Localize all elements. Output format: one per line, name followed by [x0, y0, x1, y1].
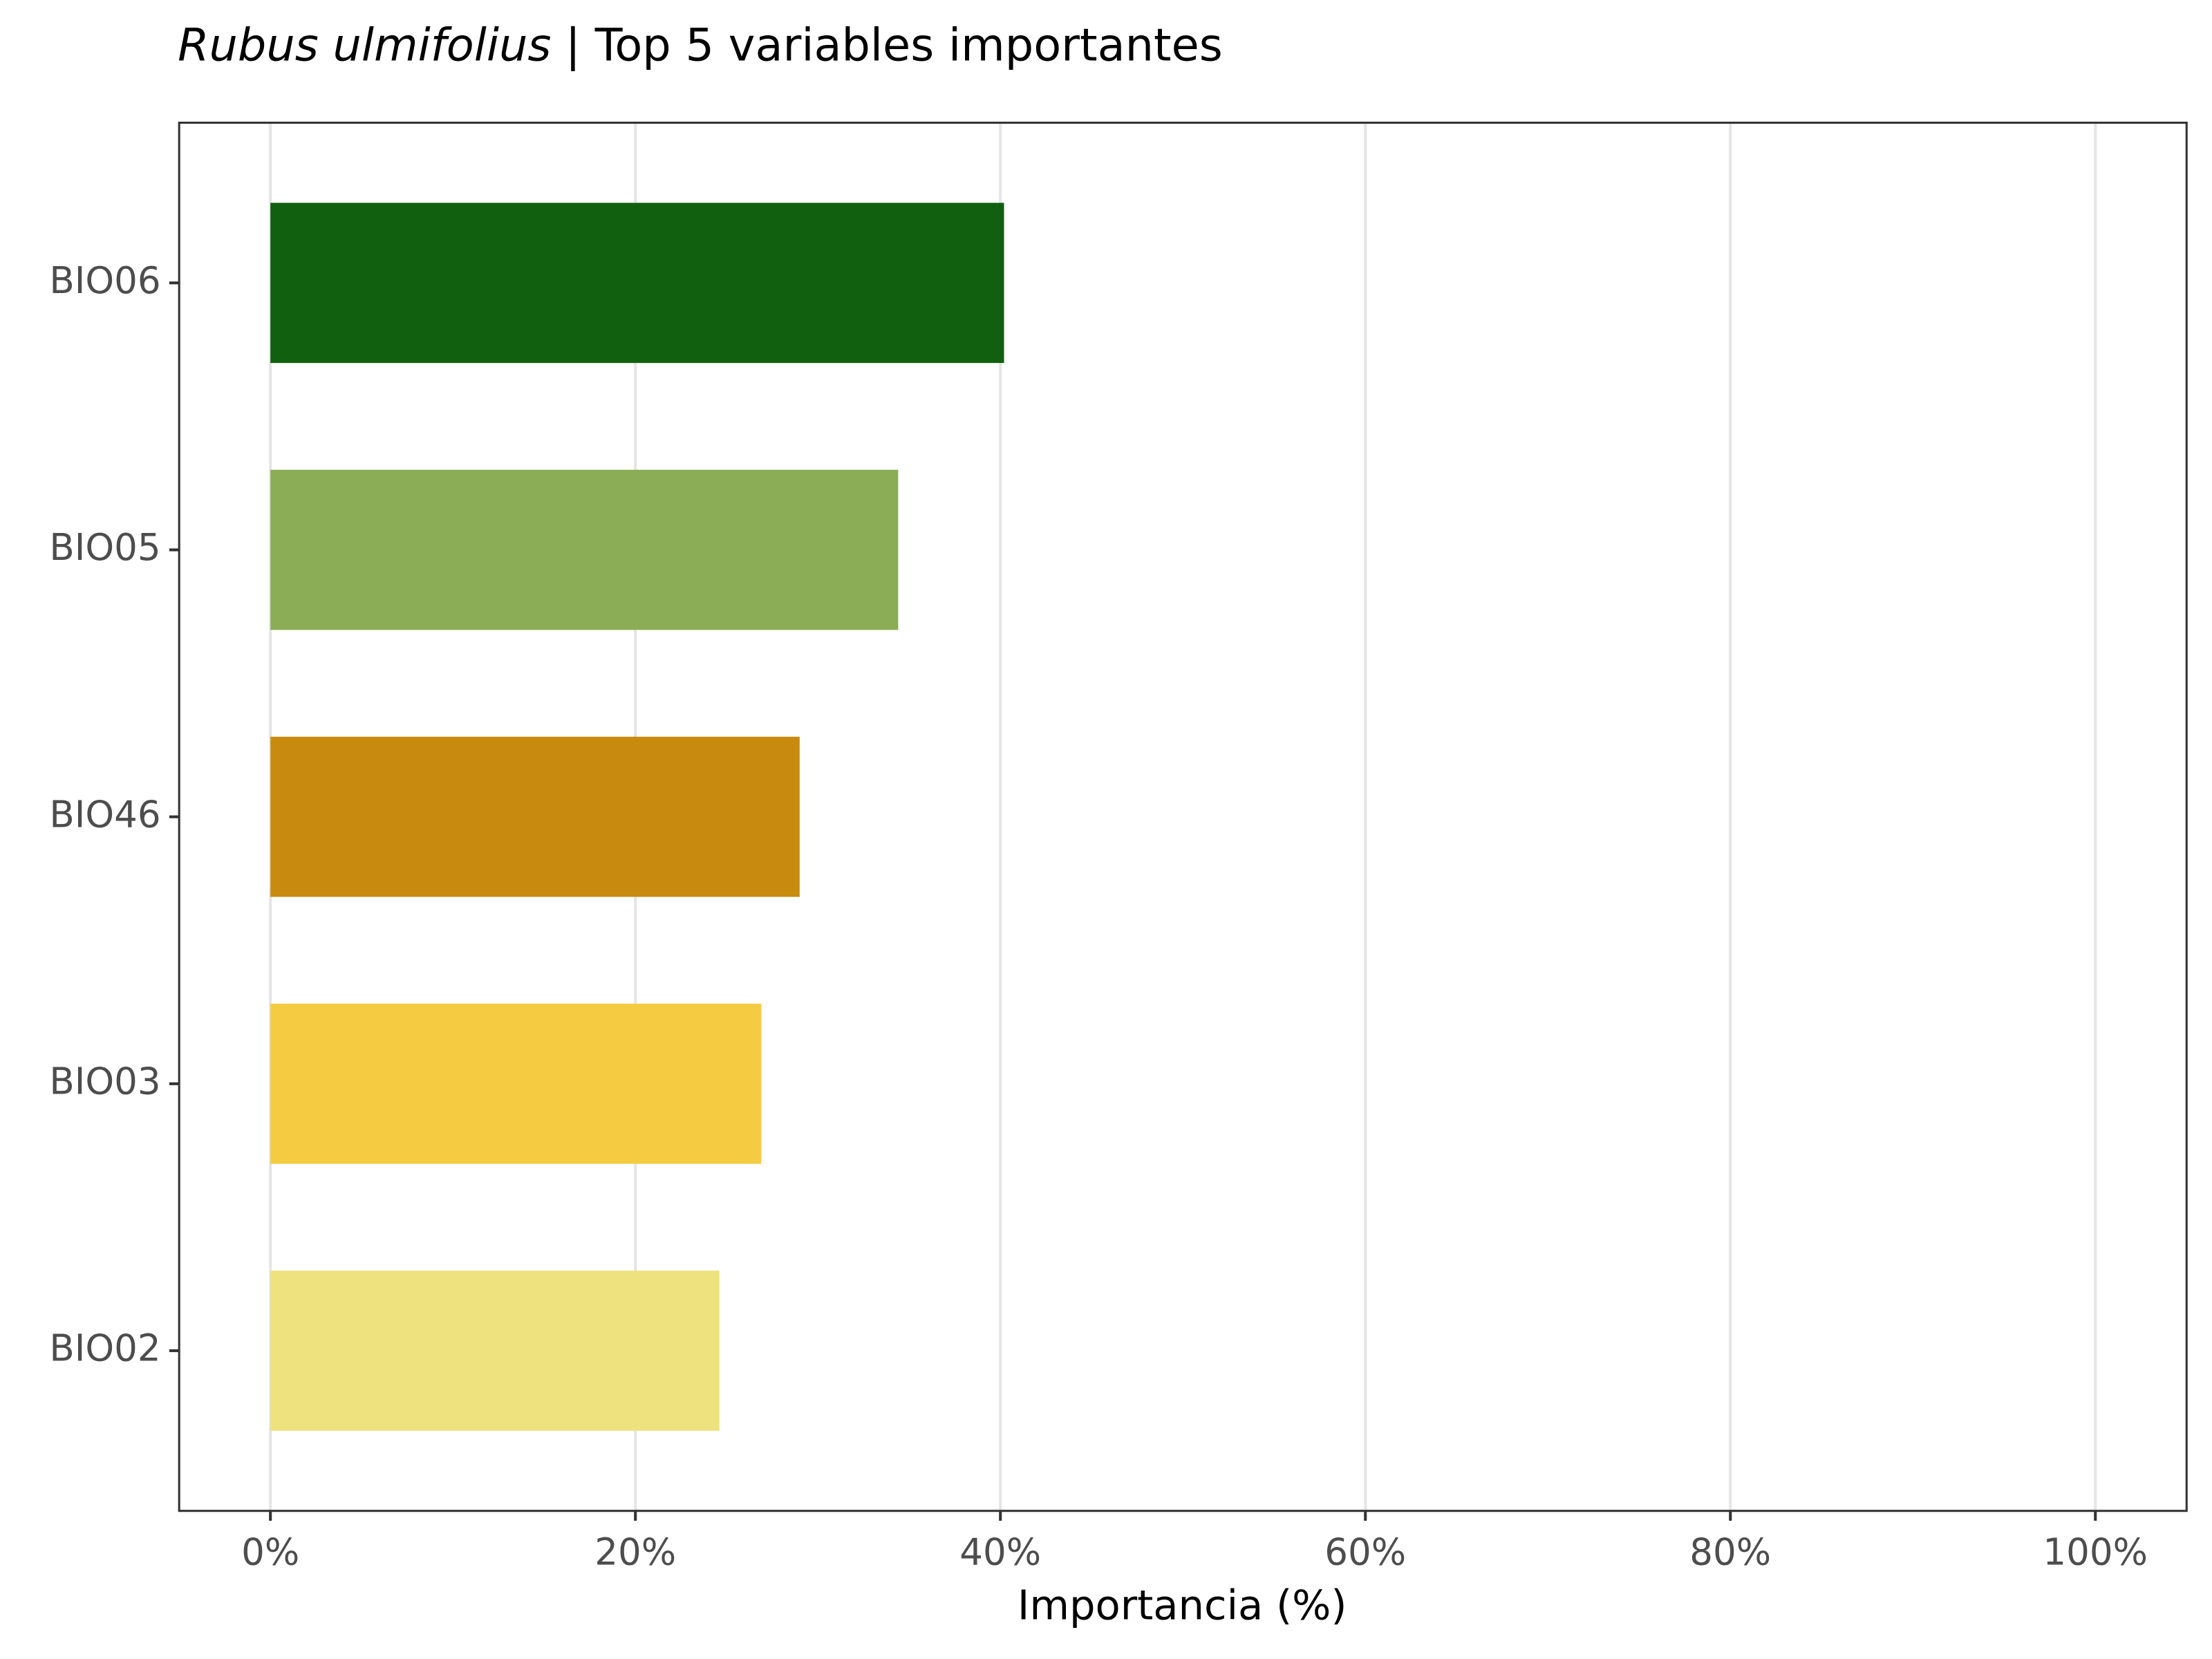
x-tick-label: 0% [241, 1531, 299, 1574]
x-axis-label: Importancia (%) [1018, 1582, 1347, 1629]
bar [270, 1271, 720, 1431]
title-rest: | Top 5 variables importantes [565, 19, 1223, 71]
y-tick-label: BIO05 [49, 526, 160, 569]
title-species: Rubus ulmifolius [178, 19, 551, 71]
chart-title: Rubus ulmifolius | Top 5 variables import… [178, 19, 1223, 71]
x-tick-label: 40% [959, 1531, 1041, 1574]
x-tick-label: 60% [1324, 1531, 1406, 1574]
y-tick-label: BIO03 [49, 1060, 160, 1103]
bar [270, 469, 899, 630]
y-tick-label: BIO06 [49, 259, 160, 302]
y-tick-label: BIO46 [49, 793, 160, 836]
y-tick-label: BIO02 [49, 1327, 160, 1370]
x-tick-label: 100% [2043, 1531, 2148, 1574]
x-tick-label: 80% [1689, 1531, 1771, 1574]
bar [270, 1003, 762, 1164]
plot-border [178, 122, 2188, 1512]
bar [270, 736, 800, 897]
x-tick-label: 20% [594, 1531, 676, 1574]
bar [270, 203, 1004, 364]
